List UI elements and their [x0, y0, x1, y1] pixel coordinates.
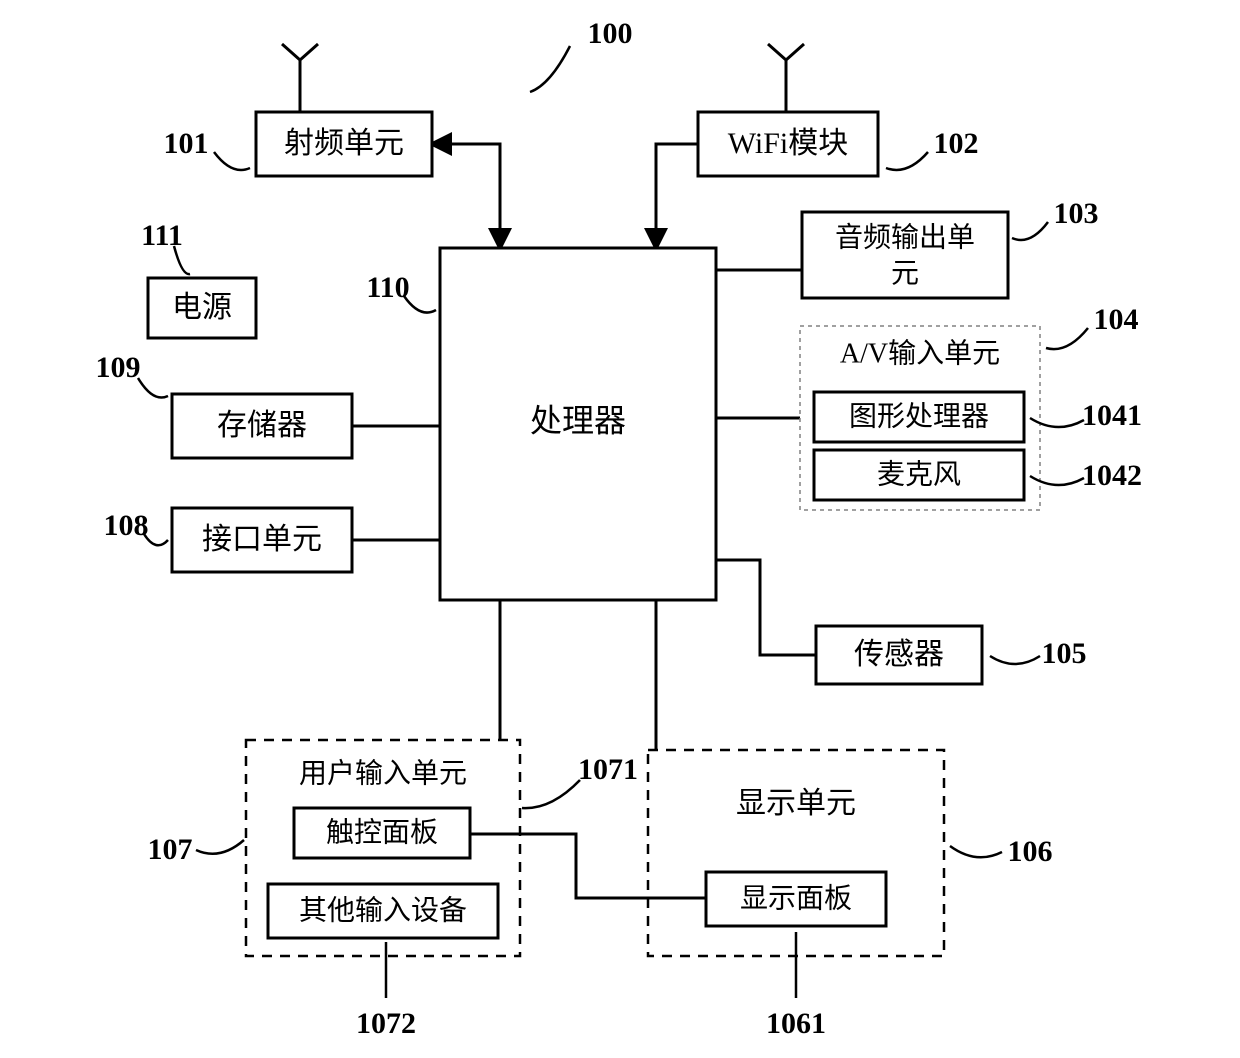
conn-wifi-proc [656, 144, 698, 248]
ref-num-1072: 1072 [356, 1007, 416, 1040]
label-gpu: 图形处理器 [849, 400, 989, 432]
label-audio-1: 音频输出单 [835, 221, 975, 253]
label-touch: 触控面板 [326, 816, 438, 848]
ref-num-109: 109 [96, 351, 141, 384]
box-wifi: WiFi模块 [698, 112, 878, 176]
ref-num-1041: 1041 [1082, 399, 1142, 432]
box-sensor: 传感器 [816, 626, 982, 684]
box-touch: 触控面板 [294, 808, 470, 858]
ref-leader-101 [214, 152, 250, 170]
ref-num-100: 100 [588, 17, 633, 50]
label-sensor: 传感器 [854, 638, 944, 671]
box-proc: 处理器 [440, 248, 716, 600]
label-power: 电源 [172, 291, 232, 324]
ref-num-106: 106 [1008, 835, 1053, 868]
conn-sensor-proc [716, 560, 816, 655]
box-power: 电源 [148, 278, 256, 338]
ref-num-110: 110 [366, 271, 409, 304]
ref-num-111: 111 [141, 219, 183, 252]
ref-num-107: 107 [148, 833, 193, 866]
box-gpu: 图形处理器 [814, 392, 1024, 442]
box-iface: 接口单元 [172, 508, 352, 572]
label-user-input: 用户输入单元 [299, 757, 467, 789]
label-mic: 麦克风 [877, 458, 961, 490]
ref-num-103: 103 [1054, 197, 1099, 230]
label-av-input: A/V输入单元 [840, 337, 1000, 369]
ref-num-1071: 1071 [578, 753, 638, 786]
label-rf: 射频单元 [284, 127, 404, 160]
label-wifi: WiFi模块 [728, 127, 848, 160]
ref-leader-1041 [1030, 418, 1084, 427]
box-mic: 麦克风 [814, 450, 1024, 500]
ref-leader-103 [1012, 222, 1048, 240]
label-memory: 存储器 [217, 409, 307, 442]
label-proc: 处理器 [530, 402, 626, 438]
conn-touch-panel [470, 834, 706, 898]
box-rf: 射频单元 [256, 112, 432, 176]
label-display-unit: 显示单元 [736, 787, 856, 820]
label-other: 其他输入设备 [299, 894, 467, 926]
ref-num-108: 108 [104, 509, 149, 542]
ref-leader-105 [990, 656, 1040, 664]
ref-num-102: 102 [934, 127, 979, 160]
ref-leader-104 [1046, 328, 1088, 349]
label-panel: 显示面板 [740, 882, 852, 914]
box-memory: 存储器 [172, 394, 352, 458]
ref-num-1061: 1061 [766, 1007, 826, 1040]
ref-num-105: 105 [1042, 637, 1087, 670]
ref-leader-109 [138, 378, 168, 398]
box-panel: 显示面板 [706, 872, 886, 926]
ref-num-104: 104 [1094, 303, 1139, 336]
label-iface: 接口单元 [202, 523, 322, 556]
ref-leader-1071 [522, 780, 580, 808]
antenna-wifi [768, 44, 804, 112]
ref-leader-102 [886, 152, 928, 170]
box-other: 其他输入设备 [268, 884, 498, 938]
ref-num-101: 101 [164, 127, 209, 160]
block-diagram: A/V输入单元 用户输入单元 显示单元 处理器 射频单元 WiFi模块 电源 存… [0, 0, 1240, 1058]
antenna-rf [282, 44, 318, 112]
ref-leader-100 [530, 46, 570, 92]
box-audio: 音频输出单 元 [802, 212, 1008, 298]
ref-leader-1042 [1030, 476, 1084, 485]
label-audio-2: 元 [891, 258, 919, 289]
ref-num-1042: 1042 [1082, 459, 1142, 492]
ref-leader-106 [950, 846, 1002, 857]
conn-rf-proc [432, 144, 500, 248]
ref-leader-107 [196, 840, 244, 854]
